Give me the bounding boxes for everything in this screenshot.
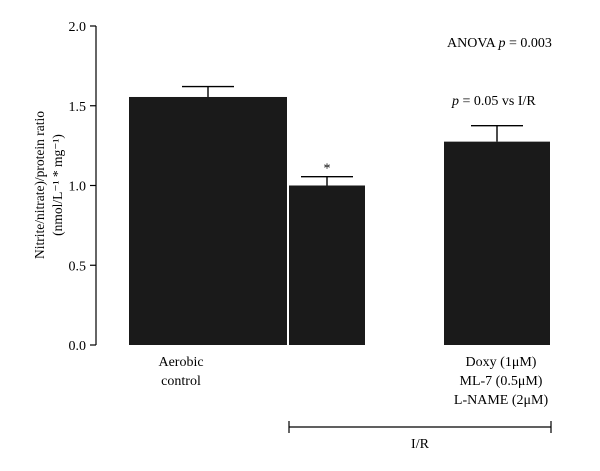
y-axis: 0.0 0.5 1.0 1.5 2.0: [69, 20, 97, 354]
y-tick-label: 1.0: [69, 180, 87, 195]
bar: [129, 96, 287, 345]
anova-annotation: ANOVA p = 0.003: [447, 36, 552, 51]
ylabel-line1: Nitrite/nitrate)/protein ratio: [32, 111, 47, 259]
y-tick-label: 1.5: [69, 100, 87, 115]
category-label: Doxy (1μM): [466, 355, 537, 370]
bars: *: [129, 85, 550, 345]
bracket-label: I/R: [411, 437, 430, 452]
ylabel-line2: (nmol/L⁻¹ * mg⁻¹): [50, 134, 65, 236]
bar: [289, 185, 365, 345]
y-tick-label: 0.5: [69, 259, 87, 274]
group-bracket: I/R: [288, 421, 552, 452]
y-tick-label: 0.0: [69, 339, 87, 354]
y-tick-label: 2.0: [69, 20, 87, 35]
category-label: L-NAME (2μM): [454, 393, 549, 408]
bar: [444, 141, 550, 345]
pvalue-annotation: p = 0.05 vs I/R: [451, 94, 536, 109]
x-axis-labels: Aerobic control Doxy (1μM) ML-7 (0.5μM) L-NA…: [158, 355, 548, 408]
ylabel: Nitrite/nitrate)/protein ratio (nmol/L⁻¹…: [32, 111, 65, 259]
category-label: ML-7 (0.5μM): [460, 374, 543, 389]
category-label: Aerobic: [158, 355, 203, 370]
significance-star: *: [324, 162, 331, 177]
category-label: control: [161, 374, 201, 389]
